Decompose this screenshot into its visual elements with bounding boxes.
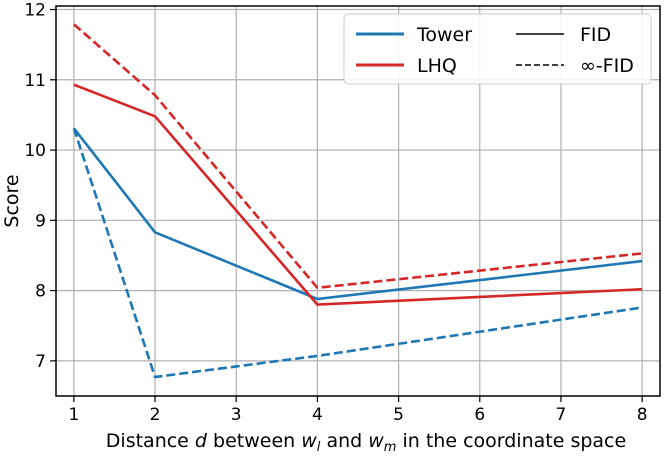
- series-line-tower-fid: [72, 127, 643, 301]
- legend-label-tower: Tower: [416, 24, 472, 46]
- legend-box: [343, 13, 652, 85]
- x-axis-ticks: 1 2 3 4 5 6 7 8: [68, 396, 648, 425]
- plot-frame: [55, 5, 661, 397]
- y-tick-label: 8: [35, 282, 46, 302]
- x-tick-label: 8: [637, 405, 648, 425]
- x-tick-label: 4: [312, 405, 323, 425]
- y-tick-label: 7: [35, 352, 46, 372]
- y-axis-ticks: 7 8 9 10 11 12: [24, 1, 56, 372]
- x-axis-label: Distance d between wl and wm in the coor…: [106, 430, 626, 455]
- x-tick-label: 1: [68, 405, 79, 425]
- series-line-lhq-fid: [73, 83, 643, 306]
- y-tick-label: 9: [35, 211, 46, 231]
- legend-label-lhq: LHQ: [417, 55, 457, 77]
- legend-label-fid: FID: [580, 24, 611, 46]
- legend-label-inf-fid: ∞-FID: [580, 55, 634, 77]
- series-line-tower-inf-fid: [72, 127, 643, 379]
- y-axis-label: Score: [1, 174, 23, 227]
- y-tick-label: 12: [24, 1, 46, 21]
- x-tick-label: 3: [231, 405, 242, 425]
- series-lines: [72, 23, 643, 379]
- x-tick-label: 7: [556, 405, 567, 425]
- y-tick-label: 11: [24, 71, 46, 91]
- x-tick-label: 2: [150, 405, 161, 425]
- series-line-lhq-inf-fid: [73, 23, 643, 290]
- y-tick-label: 10: [24, 141, 46, 161]
- x-tick-label: 5: [393, 405, 404, 425]
- x-tick-label: 6: [474, 405, 485, 425]
- legend: Tower LHQ FID ∞-FID: [343, 13, 652, 85]
